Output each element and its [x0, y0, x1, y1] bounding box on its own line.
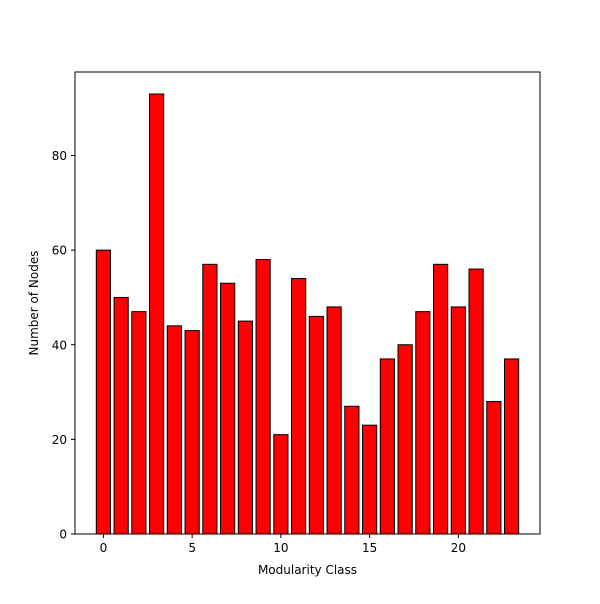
x-axis-label: Modularity Class [258, 563, 357, 577]
bar-class-14 [344, 405, 360, 535]
bar-class-11 [291, 278, 307, 535]
bar-class-12 [308, 315, 324, 535]
bar-class-7 [220, 282, 236, 535]
bar-class-23 [504, 358, 520, 535]
x-tick-label: 10 [273, 541, 288, 555]
y-axis-ticks: 0 20 40 60 80 [52, 149, 75, 542]
x-tick-label: 5 [188, 541, 196, 555]
bar-class-15 [362, 424, 378, 535]
bar-class-20 [450, 306, 466, 535]
x-tick-label: 0 [100, 541, 108, 555]
x-tick-label: 15 [362, 541, 377, 555]
y-axis-label: Number of Nodes [27, 251, 41, 356]
bar-class-5 [184, 330, 200, 535]
bar-class-0 [95, 249, 112, 535]
bar-class-22 [486, 401, 502, 535]
bars-layer [95, 93, 520, 535]
x-tick-label: 20 [451, 541, 466, 555]
bar-class-3 [149, 93, 165, 535]
bar-class-8 [237, 320, 253, 535]
bar-class-6 [202, 263, 218, 535]
x-axis-ticks: 0 5 10 15 20 [100, 534, 466, 555]
bar-class-16 [379, 358, 395, 535]
bar-class-2 [131, 311, 147, 535]
bar-class-1 [113, 296, 129, 535]
bar-class-4 [166, 325, 182, 535]
bar-class-9 [255, 259, 271, 535]
y-tick-label: 20 [52, 433, 67, 447]
bar-class-10 [273, 434, 289, 535]
bar-class-19 [433, 263, 449, 535]
y-tick-label: 60 [52, 244, 67, 258]
y-tick-label: 80 [52, 149, 67, 163]
y-tick-label: 40 [52, 338, 67, 352]
bar-class-21 [468, 268, 484, 535]
bar-class-17 [397, 344, 413, 535]
bar-class-13 [326, 306, 342, 535]
y-tick-label: 0 [59, 528, 67, 542]
bar-class-18 [415, 311, 431, 535]
plot-frame [74, 71, 541, 535]
